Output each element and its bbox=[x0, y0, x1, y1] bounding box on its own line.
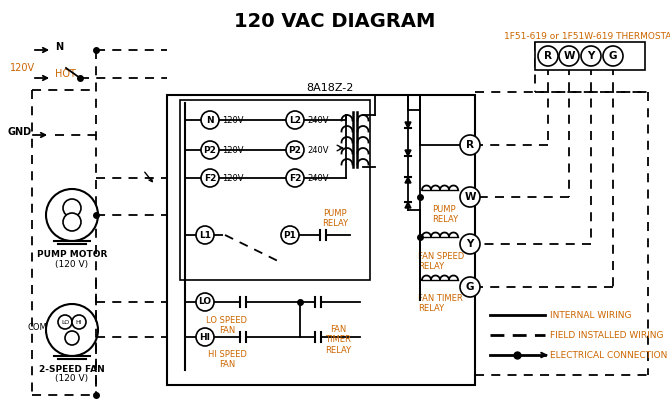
Text: 1F51-619 or 1F51W-619 THERMOSTAT: 1F51-619 or 1F51W-619 THERMOSTAT bbox=[504, 32, 670, 41]
Text: FIELD INSTALLED WIRING: FIELD INSTALLED WIRING bbox=[550, 331, 663, 339]
Text: G: G bbox=[466, 282, 474, 292]
Text: Y: Y bbox=[588, 51, 595, 61]
Circle shape bbox=[581, 46, 601, 66]
Text: F2: F2 bbox=[204, 173, 216, 183]
Circle shape bbox=[65, 331, 79, 345]
Circle shape bbox=[460, 234, 480, 254]
Circle shape bbox=[286, 111, 304, 129]
Circle shape bbox=[72, 315, 86, 329]
Text: P1: P1 bbox=[283, 230, 296, 240]
Circle shape bbox=[63, 213, 81, 231]
Text: R: R bbox=[544, 51, 552, 61]
Circle shape bbox=[46, 189, 98, 241]
Circle shape bbox=[201, 111, 219, 129]
Circle shape bbox=[46, 304, 98, 356]
Text: Y: Y bbox=[466, 239, 474, 249]
Text: L1: L1 bbox=[199, 230, 211, 240]
Text: 120V: 120V bbox=[222, 116, 243, 124]
Circle shape bbox=[196, 328, 214, 346]
Circle shape bbox=[460, 187, 480, 207]
Circle shape bbox=[286, 169, 304, 187]
Text: P2: P2 bbox=[204, 145, 216, 155]
Text: GND: GND bbox=[8, 127, 32, 137]
Text: 120V: 120V bbox=[222, 145, 243, 155]
Text: 240V: 240V bbox=[307, 173, 328, 183]
Text: LO SPEED
FAN: LO SPEED FAN bbox=[206, 316, 247, 335]
Text: PUMP
RELAY: PUMP RELAY bbox=[432, 205, 458, 225]
Text: HOT: HOT bbox=[55, 69, 76, 79]
Circle shape bbox=[281, 226, 299, 244]
Bar bbox=[535, 42, 645, 70]
Text: FAN TIMER
RELAY: FAN TIMER RELAY bbox=[418, 294, 463, 313]
Text: W: W bbox=[563, 51, 575, 61]
Text: W: W bbox=[464, 192, 476, 202]
Circle shape bbox=[460, 277, 480, 297]
Text: PUMP MOTOR: PUMP MOTOR bbox=[37, 250, 107, 259]
Text: COM: COM bbox=[27, 323, 47, 331]
Text: HI SPEED
FAN: HI SPEED FAN bbox=[208, 350, 247, 370]
Text: 120V: 120V bbox=[222, 173, 243, 183]
Text: ELECTRICAL CONNECTION: ELECTRICAL CONNECTION bbox=[550, 351, 667, 360]
Circle shape bbox=[196, 226, 214, 244]
Polygon shape bbox=[405, 177, 411, 183]
Text: FAN SPEED
RELAY: FAN SPEED RELAY bbox=[418, 252, 464, 272]
Circle shape bbox=[538, 46, 558, 66]
Circle shape bbox=[286, 141, 304, 159]
Circle shape bbox=[460, 135, 480, 155]
Circle shape bbox=[63, 199, 81, 217]
Text: HI: HI bbox=[76, 320, 82, 324]
Text: (120 V): (120 V) bbox=[56, 260, 88, 269]
Text: P2: P2 bbox=[289, 145, 302, 155]
Text: L2: L2 bbox=[289, 116, 301, 124]
Circle shape bbox=[196, 293, 214, 311]
Text: R: R bbox=[466, 140, 474, 150]
Circle shape bbox=[58, 315, 72, 329]
Text: 2-SPEED FAN: 2-SPEED FAN bbox=[39, 365, 105, 374]
Text: 120 VAC DIAGRAM: 120 VAC DIAGRAM bbox=[234, 12, 436, 31]
Circle shape bbox=[559, 46, 579, 66]
Polygon shape bbox=[405, 202, 411, 208]
Polygon shape bbox=[405, 122, 411, 128]
Text: F2: F2 bbox=[289, 173, 302, 183]
Bar bbox=[180, 100, 370, 280]
Text: 120V: 120V bbox=[10, 63, 35, 73]
Text: LO: LO bbox=[198, 297, 212, 307]
Polygon shape bbox=[405, 150, 411, 156]
Circle shape bbox=[603, 46, 623, 66]
Text: N: N bbox=[206, 116, 214, 124]
Bar bbox=[167, 95, 475, 385]
Text: 240V: 240V bbox=[307, 145, 328, 155]
Circle shape bbox=[201, 141, 219, 159]
Text: HI: HI bbox=[200, 333, 210, 341]
Text: G: G bbox=[609, 51, 617, 61]
Text: (120 V): (120 V) bbox=[56, 374, 88, 383]
Text: 240V: 240V bbox=[307, 116, 328, 124]
Circle shape bbox=[201, 169, 219, 187]
Text: INTERNAL WIRING: INTERNAL WIRING bbox=[550, 310, 632, 320]
Text: PUMP
RELAY: PUMP RELAY bbox=[322, 209, 348, 228]
Text: N: N bbox=[55, 42, 63, 52]
Text: 8A18Z-2: 8A18Z-2 bbox=[306, 83, 354, 93]
Text: FAN
TIMER
RELAY: FAN TIMER RELAY bbox=[325, 325, 351, 355]
Text: LO: LO bbox=[61, 320, 69, 324]
